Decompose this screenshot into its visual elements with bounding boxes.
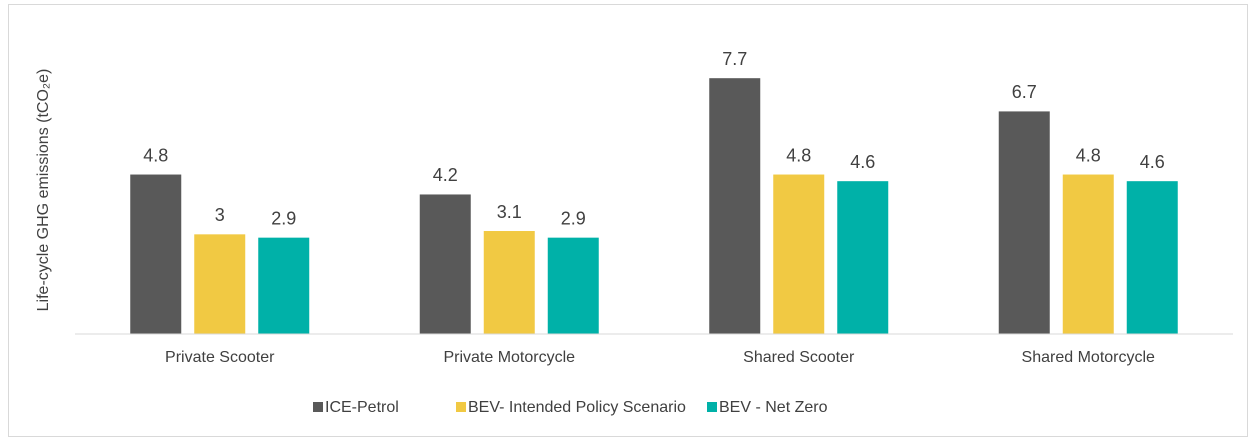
- bar: [130, 174, 182, 334]
- x-tick-label: Shared Scooter: [743, 349, 855, 366]
- bar: [709, 78, 761, 334]
- data-label: 4.8: [143, 145, 168, 165]
- bar: [1126, 181, 1178, 334]
- x-tick-label: Private Motorcycle: [443, 349, 575, 366]
- data-label: 3: [215, 205, 225, 225]
- legend-label: ICE-Petrol: [325, 399, 399, 416]
- data-label: 6.7: [1012, 82, 1037, 102]
- data-label: 4.8: [1076, 145, 1101, 165]
- bar: [258, 237, 310, 334]
- data-label: 3.1: [497, 202, 522, 222]
- x-tick-label: Private Scooter: [165, 349, 275, 366]
- bar: [194, 234, 246, 334]
- x-tick-label: Shared Motorcycle: [1022, 349, 1155, 366]
- data-label: 4.6: [1140, 152, 1165, 172]
- data-label: 7.7: [722, 49, 747, 69]
- data-label: 2.9: [561, 208, 586, 228]
- bar: [483, 231, 535, 334]
- data-label: 4.2: [433, 165, 458, 185]
- data-label: 2.9: [271, 208, 296, 228]
- y-axis-label: Life-cycle GHG emissions (tCO₂e): [35, 69, 52, 312]
- bar: [998, 111, 1050, 335]
- legend-label: BEV- Intended Policy Scenario: [468, 399, 686, 416]
- legend-swatch: [456, 402, 466, 412]
- legend-swatch: [707, 402, 717, 412]
- data-label: 4.8: [786, 145, 811, 165]
- bar: [547, 237, 599, 334]
- bar: [773, 174, 825, 334]
- data-label: 4.6: [850, 152, 875, 172]
- bar: [837, 181, 889, 334]
- legend-swatch: [313, 402, 323, 412]
- chart-border: [8, 4, 1248, 437]
- bar: [419, 194, 471, 334]
- legend-label: BEV - Net Zero: [719, 399, 828, 416]
- bar: [1062, 174, 1114, 334]
